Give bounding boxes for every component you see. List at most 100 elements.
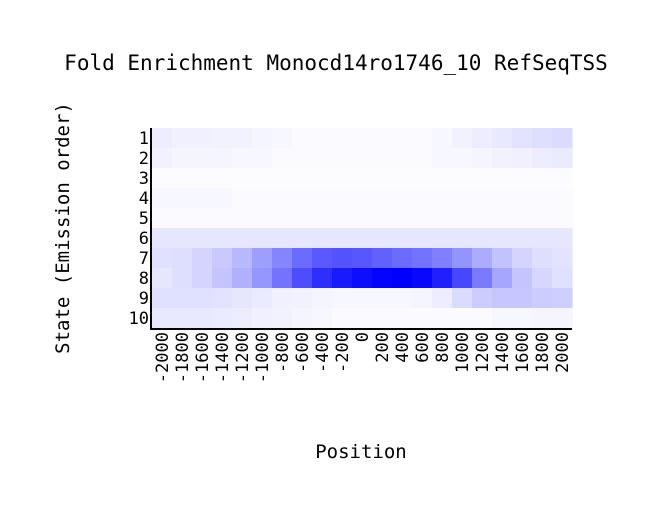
- heatmap-cell: [452, 208, 473, 229]
- heatmap-cell: [212, 228, 233, 249]
- heatmap-cell: [192, 168, 213, 189]
- x-tick-label: 800: [433, 332, 453, 363]
- x-tick-label: -2000: [153, 332, 173, 383]
- heatmap-cell: [372, 308, 393, 329]
- heatmap-cell: [512, 208, 533, 229]
- heatmap-cell: [292, 148, 313, 169]
- heatmap-cell: [252, 308, 273, 329]
- heatmap-cell: [212, 168, 233, 189]
- heatmap-cell: [292, 188, 313, 209]
- x-tick-label: 1800: [533, 332, 553, 373]
- heatmap-cell: [472, 208, 493, 229]
- y-tick-label: 7: [139, 249, 149, 269]
- heatmap-cell: [232, 208, 253, 229]
- y-tick-label: 5: [139, 209, 149, 229]
- heatmap-cell: [392, 168, 413, 189]
- heatmap-cell: [332, 168, 353, 189]
- heatmap-cell: [512, 188, 533, 209]
- heatmap-cell: [172, 128, 193, 149]
- heatmap-cell: [492, 228, 513, 249]
- heatmap-cell: [492, 268, 513, 289]
- heatmap-cell: [552, 128, 573, 149]
- heatmap-cell: [432, 208, 453, 229]
- heatmap-cell: [212, 148, 233, 169]
- heatmap-cell: [432, 248, 453, 269]
- heatmap-cell: [352, 128, 373, 149]
- heatmap-cell: [372, 148, 393, 169]
- heatmap-cell: [252, 228, 273, 249]
- heatmap-cell: [292, 248, 313, 269]
- heatmap-cell: [192, 268, 213, 289]
- heatmap-cell: [312, 148, 333, 169]
- heatmap-cell: [392, 268, 413, 289]
- heatmap-cell: [552, 148, 573, 169]
- heatmap-cell: [352, 228, 373, 249]
- heatmap-cell: [492, 288, 513, 309]
- x-tick-label: 1400: [493, 332, 513, 373]
- heatmap-cell: [472, 148, 493, 169]
- heatmap-cell: [292, 128, 313, 149]
- heatmap-cell: [452, 148, 473, 169]
- heatmap-cell: [412, 128, 433, 149]
- heatmap-cell: [372, 288, 393, 309]
- heatmap-cell: [452, 288, 473, 309]
- heatmap-cell: [412, 248, 433, 269]
- heatmap-cell: [392, 208, 413, 229]
- heatmap-cell: [312, 128, 333, 149]
- heatmap-cell: [192, 128, 213, 149]
- heatmap-cell: [552, 268, 573, 289]
- heatmap-cell: [212, 308, 233, 329]
- heatmap-cell: [332, 268, 353, 289]
- heatmap-cell: [552, 288, 573, 309]
- heatmap-cell: [152, 288, 173, 309]
- heatmap-cell: [192, 248, 213, 269]
- heatmap-cell: [532, 308, 553, 329]
- heatmap-cell: [472, 188, 493, 209]
- heatmap-cell: [512, 148, 533, 169]
- heatmap-cell: [272, 288, 293, 309]
- heatmap-cell: [272, 268, 293, 289]
- x-tick-label: -1400: [213, 332, 233, 383]
- heatmap-cell: [552, 308, 573, 329]
- heatmap-cell: [252, 128, 273, 149]
- y-tick-label: 3: [139, 169, 149, 189]
- heatmap-cell: [412, 148, 433, 169]
- heatmap-cell: [492, 128, 513, 149]
- heatmap-cell: [172, 168, 193, 189]
- x-tick-label: -400: [313, 332, 333, 373]
- heatmap-cell: [192, 208, 213, 229]
- heatmap-cell: [472, 268, 493, 289]
- heatmap-cell: [352, 268, 373, 289]
- heatmap-cell: [372, 168, 393, 189]
- heatmap-cell: [312, 288, 333, 309]
- heatmap-cell: [452, 308, 473, 329]
- heatmap-cell: [432, 188, 453, 209]
- heatmap-cell: [372, 268, 393, 289]
- heatmap-cell: [192, 288, 213, 309]
- heatmap-cell: [372, 188, 393, 209]
- heatmap-cell: [152, 308, 173, 329]
- heatmap-cell: [512, 248, 533, 269]
- x-tick-label: -1200: [233, 332, 253, 383]
- heatmap-cell: [212, 248, 233, 269]
- heatmap-cell: [412, 188, 433, 209]
- heatmap-cell: [232, 288, 253, 309]
- y-tick-label: 2: [139, 149, 149, 169]
- heatmap-cell: [452, 128, 473, 149]
- heatmap-cell: [352, 148, 373, 169]
- heatmap-cell: [212, 188, 233, 209]
- x-tick-label: 0: [353, 332, 373, 342]
- heatmap-cell: [232, 308, 253, 329]
- heatmap-cell: [332, 228, 353, 249]
- heatmap-cell: [272, 308, 293, 329]
- heatmap-cell: [432, 228, 453, 249]
- heatmap-cell: [472, 248, 493, 269]
- heatmap-cell: [372, 248, 393, 269]
- heatmap-cell: [312, 228, 333, 249]
- heatmap-cell: [452, 268, 473, 289]
- heatmap-cell: [432, 168, 453, 189]
- heatmap-cell: [212, 128, 233, 149]
- heatmap-cell: [472, 168, 493, 189]
- heatmap-cell: [492, 208, 513, 229]
